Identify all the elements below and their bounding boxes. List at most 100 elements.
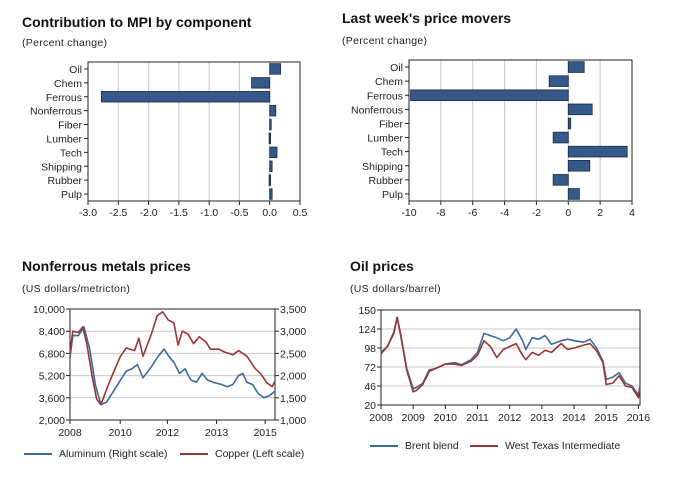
legend-swatch-brent — [370, 445, 398, 447]
mpi-bar-pulp — [269, 188, 273, 200]
chart1-title: Contribution to MPI by component — [22, 14, 252, 30]
metals-y-tick-label: 8,400 — [39, 326, 65, 338]
movers-bar-nonferrous — [567, 103, 593, 116]
movers-x-tick-label: 0 — [565, 207, 571, 219]
oil-x-tick-label: 2014 — [562, 412, 586, 424]
metals-series-aluminum — [69, 325, 276, 406]
oil-y-tick-label: 72 — [364, 362, 376, 374]
movers-category-label: Fiber — [379, 118, 403, 130]
metals-y-tick-label: 10,000 — [33, 304, 65, 316]
mpi-x-tick-label: -0.5 — [230, 207, 248, 219]
legend-brent: Brent blend — [370, 440, 459, 452]
movers-category-label: Ferrous — [367, 90, 403, 102]
oil-x-tick-label: 2011 — [466, 412, 489, 424]
mpi-bar-chem — [251, 77, 271, 89]
mpi-bar-fiber — [269, 118, 272, 131]
movers-x-tick-label: -8 — [436, 207, 445, 219]
metals-x-tick-label: 2010 — [109, 427, 133, 439]
oil-y-tick-label: 98 — [364, 343, 376, 355]
movers-bar-lumber — [552, 131, 569, 144]
legend-swatch-aluminum — [24, 453, 52, 455]
movers-bar-ferrous — [410, 89, 569, 102]
mpi-bar-shipping — [269, 160, 273, 172]
movers-category-label: Shipping — [362, 161, 403, 173]
movers-category-label: Oil — [390, 62, 403, 74]
movers-bar-fiber — [567, 117, 572, 130]
movers-bar-chem — [548, 75, 569, 87]
mpi-bar-tech — [269, 146, 278, 159]
mpi-category-label: Chem — [54, 78, 82, 90]
metals-series-copper — [69, 310, 276, 406]
legend-copper: Copper (Left scale) — [180, 448, 304, 460]
oil-y-tick-label: 46 — [364, 381, 376, 393]
oil-series-west — [380, 316, 641, 399]
movers-category-label: Tech — [381, 147, 403, 159]
legend-label: West Texas Intermediate — [505, 440, 621, 452]
movers-category-label: Pulp — [382, 189, 403, 201]
legend-wti: West Texas Intermediate — [470, 440, 620, 452]
mpi-bar-oil — [269, 63, 282, 75]
movers-bar-rubber — [552, 174, 569, 186]
metals-x-tick-label: 2008 — [58, 427, 82, 439]
chart1-subtitle: (Percent change) — [22, 37, 108, 49]
oil-x-tick-label: 2016 — [627, 412, 651, 424]
movers-bar-shipping — [567, 159, 591, 172]
movers-x-tick-label: -6 — [468, 207, 477, 219]
oil-x-tick-label: 2008 — [369, 412, 393, 424]
movers-x-tick-label: -2 — [532, 207, 541, 219]
mpi-x-tick-label: 0.0 — [262, 207, 277, 219]
mpi-x-tick-label: -2.5 — [109, 207, 127, 219]
movers-x-tick-label: 4 — [629, 207, 635, 219]
mpi-category-label: Oil — [69, 64, 82, 76]
movers-bar-oil — [567, 61, 585, 73]
mpi-category-label: Lumber — [46, 133, 82, 145]
metals-y2-tick-label: 3,500 — [280, 304, 306, 316]
mpi-x-tick-label: -1.0 — [200, 207, 218, 219]
oil-x-tick-label: 2015 — [595, 412, 619, 424]
legend-swatch-wti — [470, 445, 498, 447]
mpi-bar-ferrous — [100, 91, 271, 103]
metals-y-tick-label: 3,600 — [39, 393, 65, 405]
oil-x-tick-label: 2012 — [498, 412, 522, 424]
mpi-bar-nonferrous — [269, 104, 277, 117]
oil-plot-frame — [380, 309, 641, 406]
mpi-category-label: Nonferrous — [30, 106, 82, 118]
metals-y-tick-label: 6,800 — [39, 348, 65, 360]
movers-category-label: Chem — [375, 76, 403, 88]
oil-y-tick-label: 20 — [364, 400, 376, 412]
metals-y-tick-label: 2,000 — [39, 415, 65, 427]
movers-category-label: Rubber — [369, 175, 404, 187]
legend-label: Aluminum (Right scale) — [59, 448, 168, 460]
metals-x-tick-label: 2013 — [205, 427, 229, 439]
movers-x-tick-label: -4 — [500, 207, 509, 219]
mpi-category-label: Shipping — [41, 161, 82, 173]
mpi-x-tick-label: -1.5 — [170, 207, 188, 219]
movers-category-label: Nonferrous — [351, 104, 403, 116]
legend-label: Brent blend — [405, 440, 459, 452]
mpi-x-tick-label: -2.0 — [140, 207, 158, 219]
oil-x-tick-label: 2010 — [434, 412, 458, 424]
metals-y2-tick-label: 1,000 — [280, 415, 306, 427]
movers-bar-tech — [567, 145, 628, 158]
movers-category-label: Lumber — [367, 133, 403, 145]
chart4-title: Oil prices — [350, 258, 414, 274]
legend-aluminum: Aluminum (Right scale) — [24, 448, 168, 460]
mpi-x-tick-label: 0.5 — [293, 207, 308, 219]
metals-y2-tick-label: 3,000 — [280, 326, 306, 338]
chart4-subtitle: (US dollars/barrel) — [350, 283, 441, 295]
movers-bar-pulp — [567, 188, 580, 200]
mpi-category-label: Pulp — [61, 189, 82, 201]
movers-plot-frame — [408, 59, 633, 202]
mpi-category-label: Fiber — [58, 120, 82, 132]
metals-x-tick-label: 2015 — [253, 427, 277, 439]
mpi-category-label: Rubber — [48, 175, 83, 187]
mpi-category-label: Ferrous — [46, 92, 82, 104]
legend-label: Copper (Left scale) — [215, 448, 305, 460]
metals-y2-tick-label: 2,500 — [280, 348, 306, 360]
chart2-subtitle: (Percent change) — [342, 35, 428, 47]
movers-x-tick-label: 2 — [597, 207, 603, 219]
metals-plot-frame — [69, 308, 276, 421]
metals-x-tick-label: 2012 — [156, 427, 180, 439]
metals-y-tick-label: 5,200 — [39, 371, 65, 383]
